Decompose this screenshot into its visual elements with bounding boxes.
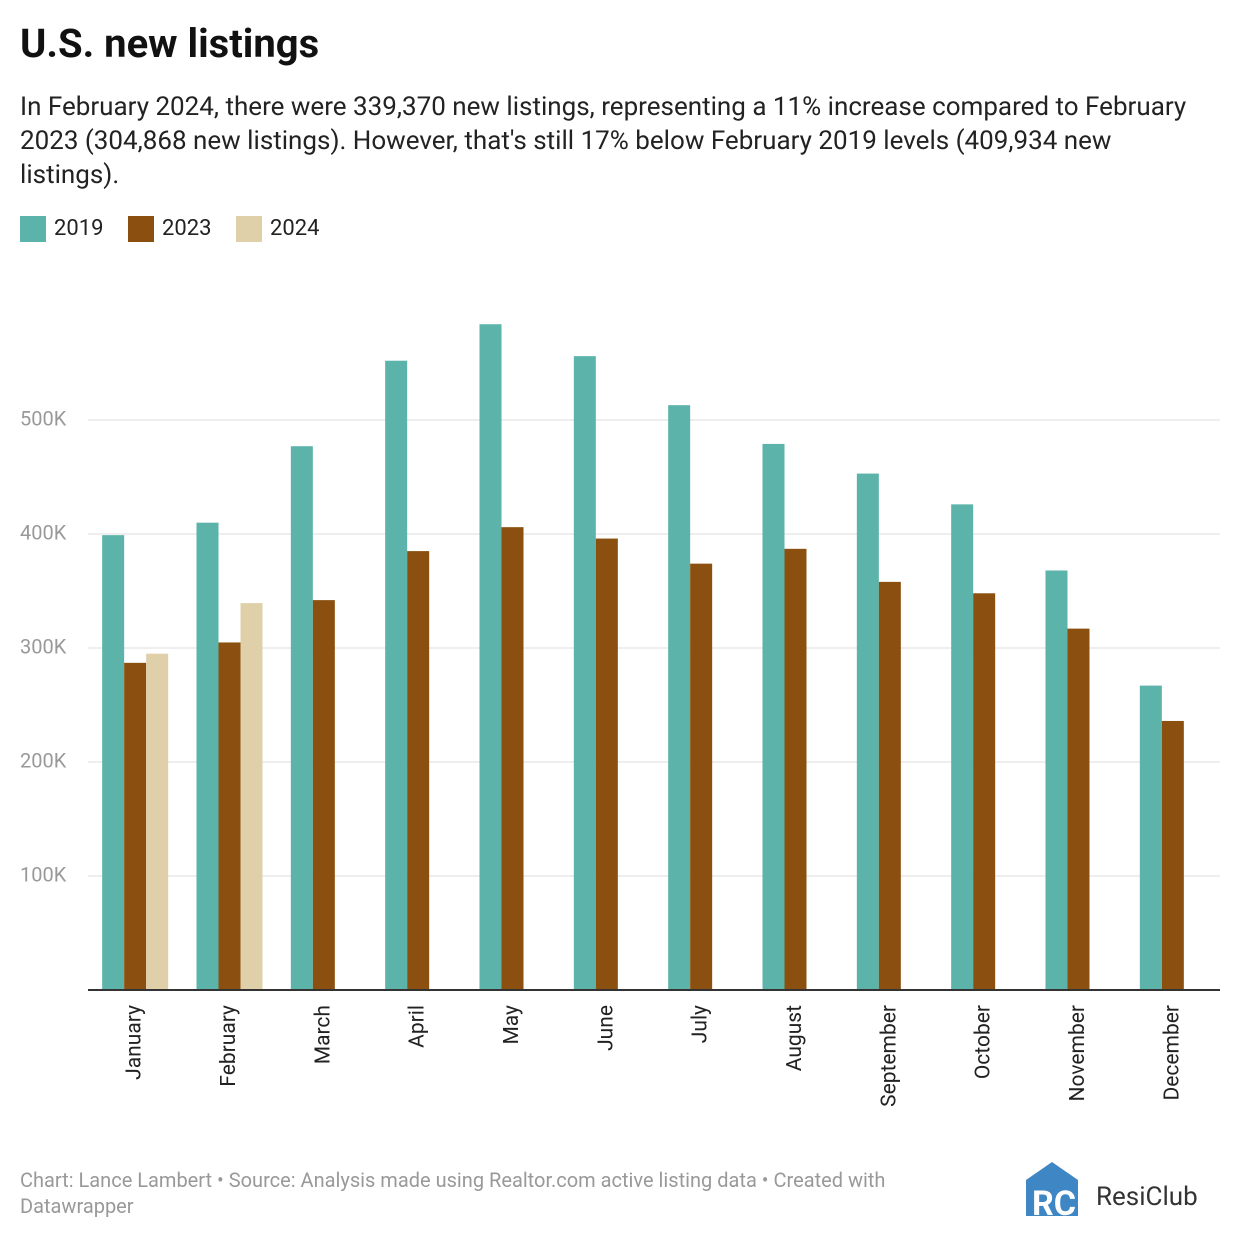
x-tick-label: January: [123, 1005, 147, 1080]
bar: [762, 443, 785, 990]
chart: 2019 2023 2024 100K 200K 300K 400K 500K January F…: [20, 216, 1220, 1107]
y-tick-label: 100K: [20, 862, 67, 886]
bar: [784, 548, 807, 990]
y-tick-label: 200K: [20, 748, 67, 772]
y-tick-label: 400K: [20, 520, 67, 544]
legend-swatch: [236, 216, 262, 242]
legend-label: 2023: [162, 216, 211, 241]
bar: [479, 324, 502, 990]
bar: [951, 504, 974, 990]
x-tick-label: May: [500, 1005, 524, 1045]
logo-icon: [1026, 1162, 1078, 1216]
bar: [146, 653, 169, 990]
logo-text: ResiClub: [1096, 1182, 1198, 1212]
bar: [595, 538, 618, 990]
bar: [1161, 720, 1184, 990]
x-tick-label: October: [972, 1005, 996, 1079]
bar: [407, 551, 430, 990]
bar: [856, 473, 879, 991]
legend-swatch: [128, 216, 154, 242]
footer: Chart: Lance Lambert • Source: Analysis …: [20, 1168, 886, 1218]
logo: RC ResiClub: [1026, 1162, 1198, 1220]
chart-subtitle: In February 2024, there were 339,370 new…: [20, 92, 1187, 190]
bar: [312, 600, 335, 990]
x-tick-label: August: [783, 1005, 807, 1071]
bar: [501, 527, 524, 990]
bar: [385, 360, 408, 991]
logo-letters: RC: [1032, 1184, 1076, 1220]
bar: [1045, 570, 1068, 990]
x-tick-label: February: [217, 1005, 241, 1087]
bar: [1139, 685, 1162, 990]
legend-label: 2024: [270, 216, 319, 241]
bar: [878, 581, 901, 990]
bar: [973, 593, 996, 990]
chart-title: U.S. new listings: [20, 20, 320, 67]
x-tick-label: June: [594, 1005, 618, 1051]
x-tick-label: December: [1160, 1005, 1184, 1101]
bar: [668, 405, 691, 990]
bar: [196, 522, 219, 990]
bar: [102, 535, 125, 990]
bar: [290, 446, 313, 991]
bar: [573, 356, 596, 990]
bar: [124, 662, 147, 990]
bar: [1067, 628, 1090, 990]
x-tick-label: April: [406, 1005, 430, 1048]
legend-label: 2019: [54, 216, 103, 241]
y-tick-label: 500K: [20, 406, 67, 430]
bar: [218, 642, 241, 990]
legend-swatch: [20, 216, 46, 242]
bar: [240, 603, 263, 990]
x-tick-label: July: [689, 1005, 713, 1043]
x-tick-label: September: [877, 1005, 901, 1107]
x-tick-label: November: [1066, 1005, 1090, 1101]
y-tick-label: 300K: [20, 634, 67, 658]
bar: [690, 563, 713, 990]
x-tick-label: March: [311, 1005, 335, 1064]
